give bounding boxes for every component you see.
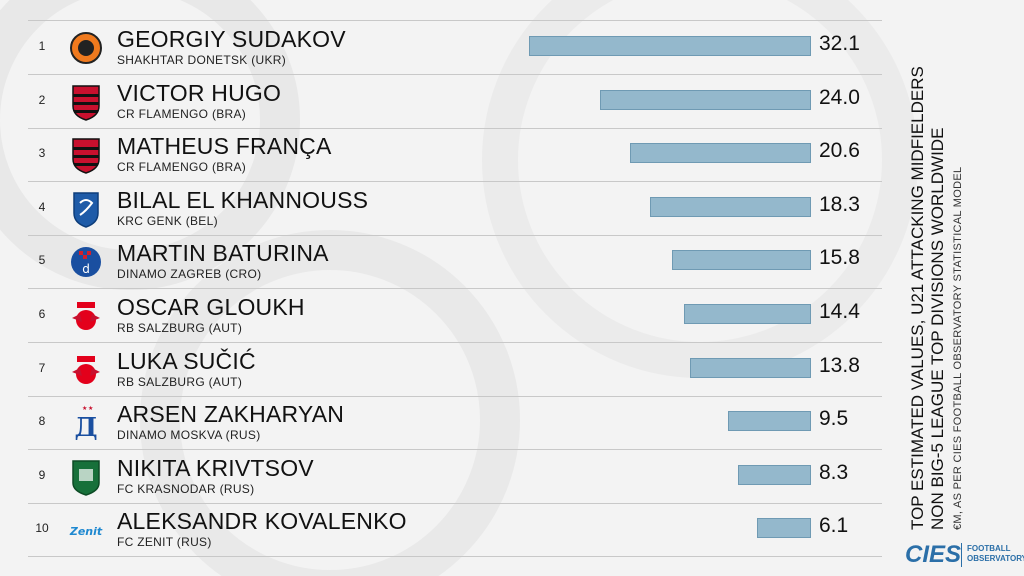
salzburg-crest-icon [68, 350, 104, 390]
list-item: 4 BILAL EL KHANNOUSS KRC GENK (BEL) 18.3 [28, 182, 882, 236]
value-bar [738, 464, 811, 485]
chart-title-line-1: TOP ESTIMATED VALUES, U21 ATTACKING MIDF… [908, 66, 927, 530]
value-label: 14.4 [819, 300, 860, 323]
cies-logo-text: CIES [905, 541, 962, 568]
value-bar [689, 357, 811, 378]
rank-number: 6 [38, 307, 46, 321]
rank-number: 8 [38, 414, 46, 429]
brand-caption-line-2: OBSERVATORY [967, 554, 1024, 563]
value-label: 20.6 [819, 139, 860, 163]
player-club: RB SALZBURG (AUT) [117, 374, 243, 389]
svg-text:★: ★ [82, 405, 87, 412]
svg-text:★: ★ [88, 405, 93, 412]
krasnodar-crest-icon [68, 457, 104, 497]
genk-crest-icon [68, 189, 104, 229]
player-name: BILAL EL KHANNOUSS [117, 186, 369, 213]
dinamo-zagreb-crest-icon: d [68, 242, 104, 282]
value-bar [757, 518, 811, 539]
list-item: 7 LUKA SUČIĆ RB SALZBURG (AUT) 13.8 [28, 343, 882, 397]
svg-text:Д: Д [74, 413, 97, 443]
rank-number: 2 [38, 92, 46, 107]
value-bar [600, 89, 811, 110]
player-club: RB SALZBURG (AUT) [117, 321, 243, 335]
value-label: 9.5 [819, 407, 849, 431]
rank-number: 5 [38, 253, 46, 268]
player-club: FC ZENIT (RUS) [117, 535, 212, 550]
value-label: 18.3 [819, 192, 860, 216]
player-club: FC KRASNODAR (RUS) [117, 481, 255, 496]
list-top-divider [28, 20, 882, 21]
cies-brand-logo: CIES FOOTBALL OBSERVATORY [905, 539, 1024, 571]
player-name: GEORGIY SUDAKOV [117, 26, 346, 52]
brand-caption-line-1: FOOTBALL [967, 544, 1011, 553]
player-club: DINAMO ZAGREB (CRO) [117, 267, 262, 282]
title-block: TOP ESTIMATED VALUES, U21 ATTACKING MIDF… [908, 10, 1018, 530]
chart-title-line-2: NON BIG-5 LEAGUE TOP DIVISIONS WORLDWIDE [928, 127, 947, 530]
value-label: 13.8 [819, 353, 860, 377]
list-item: 5 d MARTIN BATURINA DINAMO ZAGREB (CRO) 15.8 [28, 235, 882, 290]
player-name: VICTOR HUGO [117, 79, 282, 106]
value-bar [650, 196, 811, 217]
list-item: 1 GEORGIY SUDAKOV SHAKHTAR DONETSK (UKR) 32… [28, 21, 882, 75]
player-name: LUKA SUČIĆ [117, 347, 256, 374]
list-item: 9 NIKITA KRIVTSOV FC KRASNODAR (RUS) 8.3 [28, 450, 882, 504]
shakhtar-crest-icon [68, 28, 104, 68]
list-item: 3 MATHEUS FRANÇA CR FLAMENGO (BRA) 20.6 [28, 128, 882, 183]
svg-text:Zenit: Zenit [69, 525, 103, 538]
brand-divider [961, 543, 962, 567]
zenit-crest-icon: Zenit [68, 510, 104, 550]
player-name: ARSEN ZAKHARYAN [117, 401, 345, 428]
player-club: DINAMO MOSKVA (RUS) [117, 428, 261, 443]
rank-number: 7 [38, 360, 46, 375]
value-bar [529, 36, 811, 56]
list-item: 10 Zenit ALEKSANDR KOVALENKO FC ZENIT (RUS)… [28, 503, 882, 558]
list-item: 2 VICTOR HUGO CR FLAMENGO (BRA) 24.0 [28, 75, 882, 129]
svg-text:d: d [82, 262, 90, 276]
chart-subtitle: €M, AS PER CIES FOOTBALL OBSERVATORY STA… [952, 166, 964, 530]
player-club: CR FLAMENGO (BRA) [117, 106, 247, 121]
flamengo-crest-icon [68, 82, 104, 122]
player-club: SHAKHTAR DONETSK (UKR) [117, 53, 287, 67]
list-item: 8 Д ★ ★ ARSEN ZAKHARYAN DINAMO MOSKVA (RUS) 9.… [28, 396, 882, 451]
rank-number: 10 [35, 521, 49, 536]
value-bar [672, 250, 811, 271]
player-club: CR FLAMENGO (BRA) [117, 160, 247, 175]
rank-number: 9 [38, 467, 46, 482]
value-bar [727, 411, 811, 432]
dinamo-moskva-crest-icon: Д ★ ★ [68, 403, 104, 443]
salzburg-crest-icon [68, 296, 104, 336]
value-label: 24.0 [819, 85, 860, 109]
player-name: OSCAR GLOUKH [117, 294, 305, 320]
value-bar [630, 143, 811, 164]
rank-number: 4 [38, 199, 46, 214]
brand-caption: FOOTBALL OBSERVATORY [967, 544, 1024, 564]
player-name: ALEKSANDR KOVALENKO [117, 508, 407, 535]
value-label: 15.8 [819, 246, 860, 270]
player-name: MARTIN BATURINA [117, 240, 329, 267]
list-item: 6 OSCAR GLOUKH RB SALZBURG (AUT) 14.4 [28, 289, 882, 343]
flamengo-crest-icon [68, 135, 104, 175]
player-name: MATHEUS FRANÇA [117, 133, 332, 160]
player-name: NIKITA KRIVTSOV [117, 454, 314, 481]
rank-number: 1 [38, 39, 46, 53]
value-bar [684, 304, 811, 324]
value-label: 8.3 [819, 460, 849, 484]
value-label: 32.1 [819, 32, 860, 55]
player-club: KRC GENK (BEL) [117, 213, 218, 228]
rank-number: 3 [38, 146, 46, 161]
value-label: 6.1 [819, 514, 849, 538]
